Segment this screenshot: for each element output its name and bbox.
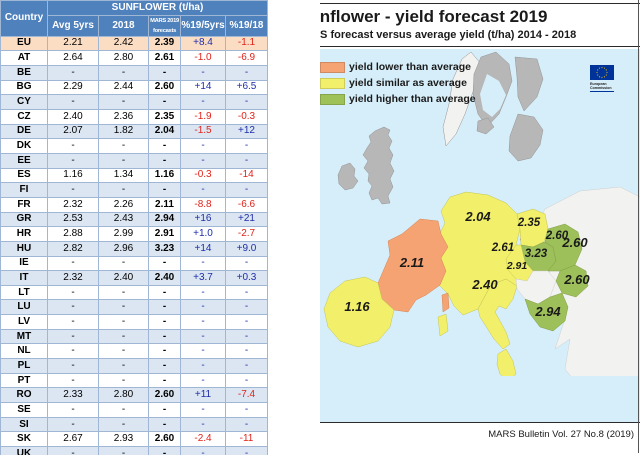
- svg-text:2.40: 2.40: [471, 277, 498, 292]
- svg-text:2.91: 2.91: [506, 260, 528, 272]
- svg-text:2.04: 2.04: [464, 209, 491, 224]
- svg-text:2.61: 2.61: [491, 242, 514, 254]
- svg-text:2.11: 2.11: [399, 255, 424, 270]
- svg-text:2.60: 2.60: [563, 272, 590, 287]
- svg-text:1.16: 1.16: [344, 299, 370, 314]
- svg-text:2.94: 2.94: [534, 304, 561, 319]
- svg-text:3.23: 3.23: [525, 248, 548, 260]
- svg-text:2.35: 2.35: [517, 217, 541, 229]
- svg-text:2.60: 2.60: [561, 235, 588, 250]
